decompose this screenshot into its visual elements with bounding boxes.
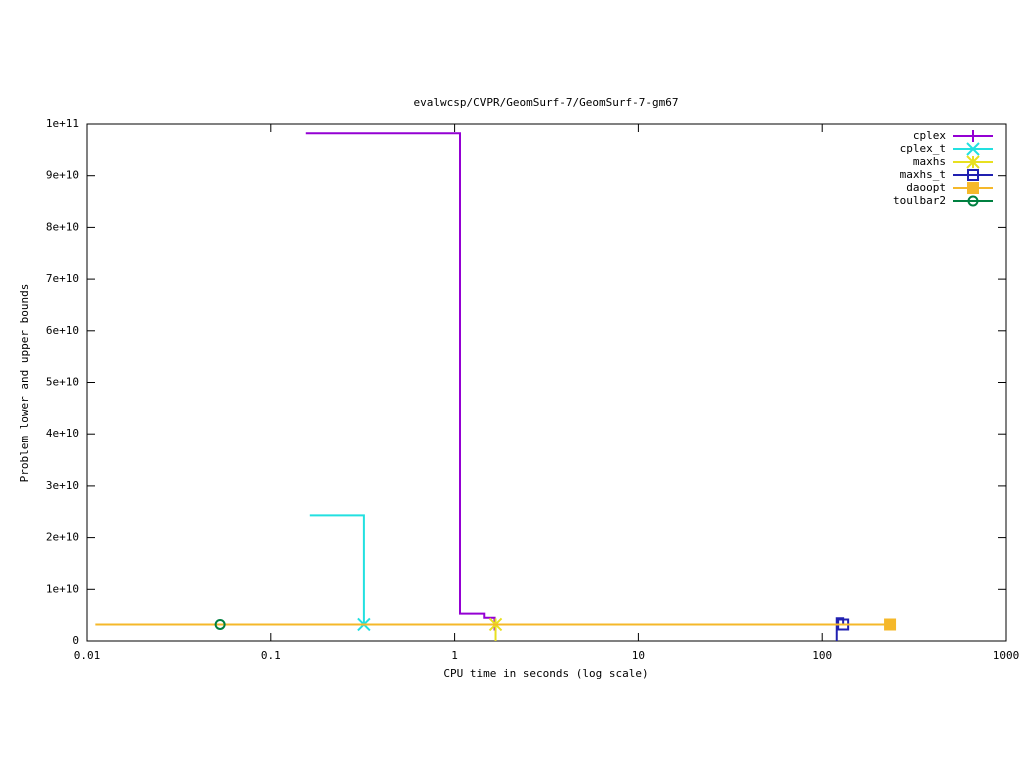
y-tick-label: 5e+10: [46, 376, 79, 389]
x-tick-label: 1000: [993, 649, 1020, 662]
series-line: [305, 132, 496, 625]
x-tick-label: 1: [451, 649, 458, 662]
chart-title: evalwcsp/CVPR/GeomSurf-7/GeomSurf-7-gm67: [414, 96, 679, 109]
marker: [214, 618, 226, 630]
legend-marker: [967, 130, 979, 142]
plot-border: [86, 123, 1007, 642]
legend-marker: [966, 155, 980, 169]
legend-marker: [967, 182, 979, 194]
y-axis-label: Problem lower and upper bounds: [18, 284, 31, 483]
legend-label: toulbar2: [893, 194, 946, 207]
y-tick-label: 0: [72, 634, 79, 647]
y-tick-label: 1e+11: [46, 117, 79, 130]
y-tick-label: 4e+10: [46, 427, 79, 440]
legend-label: maxhs: [913, 155, 946, 168]
y-tick-label: 8e+10: [46, 220, 79, 233]
x-tick-label: 0.01: [74, 649, 101, 662]
y-tick-label: 7e+10: [46, 272, 79, 285]
y-tick-label: 1e+10: [46, 582, 79, 595]
legend-marker: [966, 142, 980, 156]
x-tick-label: 10: [632, 649, 645, 662]
legend-label: cplex: [913, 129, 946, 142]
y-tick-label: 9e+10: [46, 169, 79, 182]
y-tick-label: 2e+10: [46, 531, 79, 544]
marker: [837, 618, 850, 631]
legend-label: daoopt: [906, 181, 946, 194]
series-line: [309, 514, 365, 625]
x-axis-label: CPU time in seconds (log scale): [443, 667, 648, 680]
marker: [884, 618, 897, 631]
y-tick-label: 6e+10: [46, 324, 79, 337]
legend-marker: [967, 169, 979, 181]
legend-marker: [967, 195, 979, 207]
x-tick-label: 0.1: [261, 649, 281, 662]
legend-label: cplex_t: [900, 142, 946, 155]
x-tick-label: 100: [812, 649, 832, 662]
legend-label: maxhs_t: [900, 168, 946, 181]
series-line: [835, 617, 845, 641]
y-tick-label: 3e+10: [46, 479, 79, 492]
